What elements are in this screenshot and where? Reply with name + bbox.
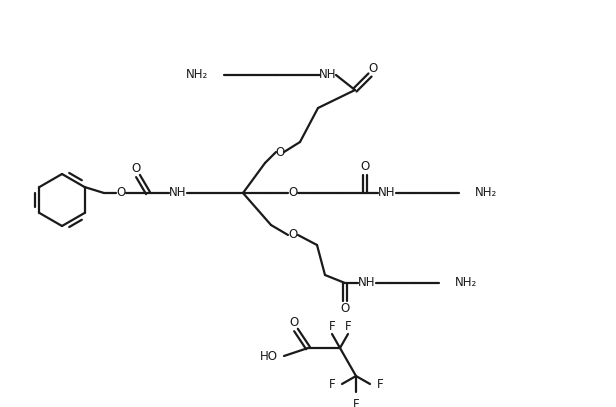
Text: O: O: [360, 160, 370, 173]
Text: O: O: [288, 186, 298, 199]
Text: O: O: [368, 63, 378, 76]
Text: O: O: [341, 302, 350, 315]
Text: F: F: [329, 378, 335, 390]
Text: F: F: [329, 320, 335, 333]
Text: NH: NH: [319, 68, 337, 81]
Text: O: O: [131, 162, 140, 175]
Text: NH: NH: [169, 186, 187, 199]
Text: O: O: [290, 315, 299, 328]
Text: F: F: [345, 320, 351, 333]
Text: NH: NH: [378, 186, 395, 199]
Text: NH₂: NH₂: [455, 276, 477, 289]
Text: NH₂: NH₂: [475, 186, 497, 199]
Text: NH₂: NH₂: [186, 68, 208, 81]
Text: O: O: [275, 145, 285, 158]
Text: F: F: [353, 398, 359, 407]
Text: O: O: [116, 186, 126, 199]
Text: HO: HO: [260, 350, 278, 363]
Text: NH: NH: [359, 276, 376, 289]
Text: F: F: [377, 378, 383, 390]
Text: O: O: [288, 228, 298, 241]
